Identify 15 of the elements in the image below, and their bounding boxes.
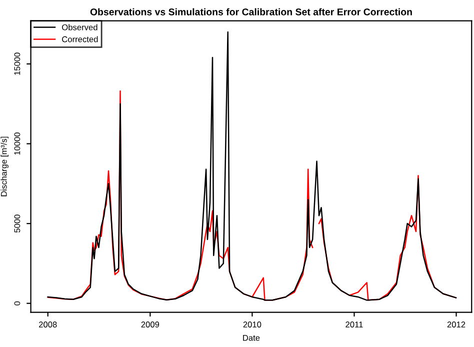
x-tick-label: 2010 <box>243 322 262 328</box>
x-axis-title: Date <box>243 334 260 341</box>
x-tick-label: 2012 <box>447 322 466 328</box>
y-tick-label: 15000 <box>14 52 20 75</box>
x-tick-label: 2008 <box>39 322 57 328</box>
y-tick-label: 0 <box>14 301 20 306</box>
y-axis-title: Discharge [m³/s] <box>0 136 8 196</box>
legend-label: Observed <box>62 24 98 30</box>
x-tick-label: 2009 <box>141 322 160 328</box>
chart-title: Observations vs Simulations for Calibration Set after Error Correction <box>90 8 412 16</box>
line-series <box>47 31 457 301</box>
y-tick-label: 10000 <box>14 132 20 155</box>
y-tick-label: 5000 <box>14 214 20 232</box>
x-tick-label: 2011 <box>346 322 363 328</box>
legend-label: Corrected <box>62 36 98 42</box>
